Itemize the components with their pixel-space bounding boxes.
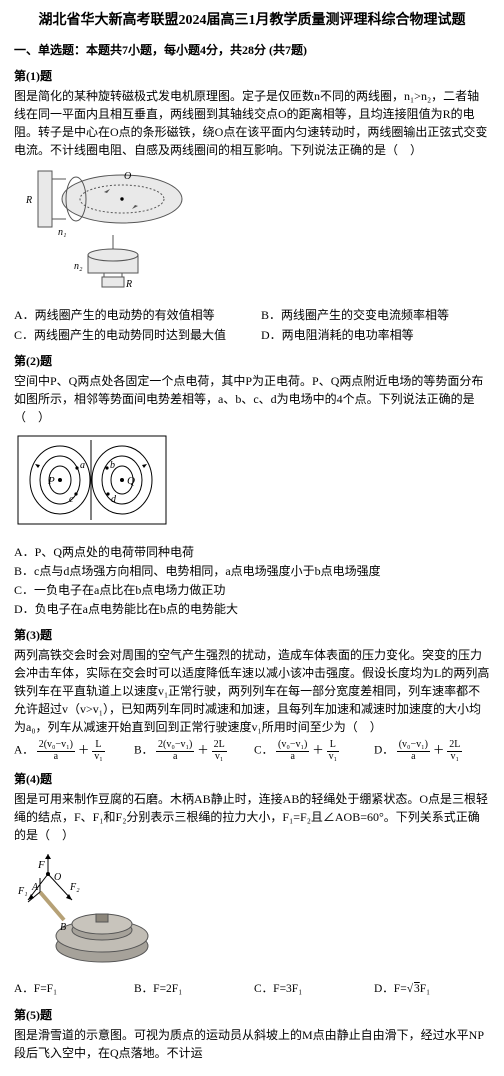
- svg-text:P: P: [47, 475, 55, 487]
- q1-opt-a: A．两线圈产生的电动势的有效值相等: [14, 306, 243, 324]
- q4-opt-d: D．F=√3F₁: [374, 981, 490, 998]
- q3-opt-d: D． (v₀−v₁)a ＋ 2Lv₁: [374, 740, 490, 762]
- q5-number: 第(5)题: [14, 1006, 490, 1024]
- svg-text:B: B: [60, 922, 66, 933]
- q1-opt-c: C．两线圈产生的电动势同时达到最大值: [14, 326, 243, 344]
- q4-opt-a: A．F=F₁: [14, 981, 130, 998]
- q5-stem: 图是滑雪道的示意图。可视为质点的运动员从斜坡上的M点由静止自由滑下，经过水平NP…: [14, 1026, 490, 1062]
- q3-options: A． 2(v₀−v₁)a ＋ Lv₁ B． 2(v₀−v₁)a ＋ 2Lv₁ C…: [14, 740, 490, 762]
- svg-text:n₁: n₁: [58, 227, 66, 238]
- q2-opt-b: B．c点与d点场强方向相同、电势相同，a点电场强度小于b点电场强度: [14, 562, 490, 580]
- svg-text:b: b: [110, 460, 115, 471]
- q2-options: A．P、Q两点处的电荷带同种电荷 B．c点与d点场强方向相同、电势相同，a点电场…: [14, 543, 490, 618]
- q1-opt-b: B．两线圈产生的交变电流频率相等: [261, 306, 490, 324]
- q4-opt-b: B．F=2F₁: [134, 981, 250, 998]
- svg-text:n₂: n₂: [74, 261, 83, 272]
- svg-text:A: A: [31, 882, 39, 893]
- svg-text:Q: Q: [127, 475, 135, 487]
- q1-stem: 图是简化的某种旋转磁极式发电机原理图。定子是仅匝数n不同的两线圈，n₁>n₂，二…: [14, 87, 490, 159]
- q4-stem: 图是可用来制作豆腐的石磨。木柄AB静止时，连接AB的轻绳处于绷紧状态。O点是三根…: [14, 790, 490, 844]
- q2-stem: 空间中P、Q两点处各固定一个点电荷，其中P为正电荷。P、Q两点附近电场的等势面分…: [14, 372, 490, 426]
- svg-text:F: F: [37, 859, 45, 871]
- svg-text:R: R: [25, 195, 32, 206]
- q2-number: 第(2)题: [14, 352, 490, 370]
- q3-stem: 两列高铁交会时会对周围的空气产生强烈的扰动，造成车体表面的压力变化。突变的压力会…: [14, 646, 490, 736]
- svg-text:R: R: [125, 279, 132, 290]
- q1-number: 第(1)题: [14, 67, 490, 85]
- section-header: 一、单选题：本题共7小题，每小题4分，共28分 (共7题): [14, 41, 490, 59]
- svg-text:a: a: [80, 460, 85, 471]
- q1-options: A．两线圈产生的电动势的有效值相等 B．两线圈产生的交变电流频率相等 C．两线圈…: [14, 306, 490, 344]
- q4-number: 第(4)题: [14, 770, 490, 788]
- exam-title: 湖北省华大新高考联盟2024届高三1月教学质量测评理科综合物理试题: [14, 10, 490, 31]
- q2-opt-a: A．P、Q两点处的电荷带同种电荷: [14, 543, 490, 561]
- q4-figure: F O F₁ F₂ A B: [14, 850, 490, 975]
- q2-figure: P Q a b c d: [14, 432, 490, 537]
- q4-opt-c: C．F=3F₁: [254, 981, 370, 998]
- q3-number: 第(3)题: [14, 626, 490, 644]
- q3-opt-b: B． 2(v₀−v₁)a ＋ 2Lv₁: [134, 740, 250, 762]
- svg-text:c: c: [69, 494, 74, 505]
- q1-figure: R O n₁ n₂ R: [14, 165, 490, 300]
- q3-opt-a: A． 2(v₀−v₁)a ＋ Lv₁: [14, 740, 130, 762]
- q2-opt-c: C．一负电子在a点比在b点电场力做正功: [14, 581, 490, 599]
- q1-opt-d: D．两电阻消耗的电功率相等: [261, 326, 490, 344]
- q3-opt-c: C． (v₀−v₁)a ＋ Lv₁: [254, 740, 370, 762]
- svg-text:O: O: [124, 171, 131, 182]
- svg-text:F₂: F₂: [69, 882, 80, 893]
- q2-opt-d: D．负电子在a点电势能比在b点的电势能大: [14, 600, 490, 618]
- q4-options: A．F=F₁ B．F=2F₁ C．F=3F₁ D．F=√3F₁: [14, 981, 490, 998]
- svg-text:F₁: F₁: [17, 886, 28, 897]
